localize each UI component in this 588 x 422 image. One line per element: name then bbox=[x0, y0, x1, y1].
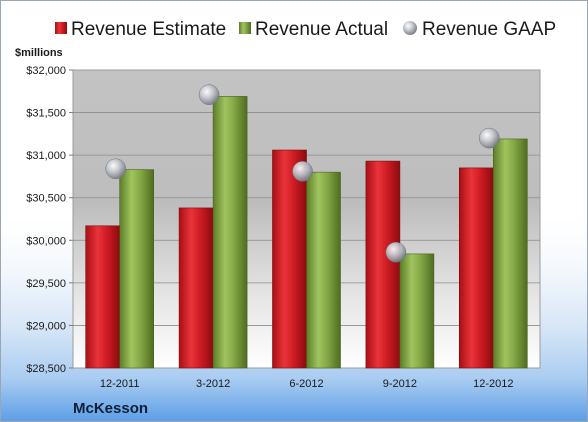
bar-revenue-actual bbox=[399, 253, 435, 369]
y-tick-label: $31,500 bbox=[26, 108, 66, 120]
legend-swatch-actual bbox=[239, 22, 251, 34]
marker-revenue-gaap bbox=[292, 161, 313, 182]
company-name: McKesson bbox=[73, 400, 148, 417]
y-tick-label: $29,000 bbox=[26, 320, 66, 332]
bar-revenue-actual bbox=[492, 138, 528, 369]
bar-revenue-estimate bbox=[365, 160, 401, 369]
marker-revenue-gaap bbox=[198, 84, 220, 105]
bar-revenue-actual bbox=[306, 171, 341, 369]
y-tick-label: $29,500 bbox=[26, 278, 66, 290]
legend-swatch-estimate bbox=[55, 22, 67, 34]
y-axis-unit: $millions bbox=[15, 47, 63, 59]
x-tick-label: 12-2012 bbox=[473, 378, 513, 390]
y-tick-label: $30,000 bbox=[26, 235, 66, 247]
bar-revenue-estimate bbox=[178, 207, 214, 369]
marker-revenue-gaap bbox=[479, 127, 500, 149]
legend: Revenue Estimate Revenue Actual Revenue … bbox=[55, 19, 556, 40]
y-tick-label: $32,000 bbox=[26, 65, 66, 77]
bar-revenue-estimate bbox=[458, 167, 494, 369]
bar-revenue-estimate bbox=[85, 225, 120, 369]
legend-marker-gaap bbox=[403, 21, 417, 35]
bar-revenue-actual bbox=[212, 96, 248, 369]
marker-revenue-gaap bbox=[385, 241, 407, 263]
x-tick-label: 6-2012 bbox=[289, 378, 323, 390]
x-tick-label: 3-2012 bbox=[196, 378, 230, 390]
bars bbox=[85, 96, 528, 369]
legend-label-estimate: Revenue Estimate bbox=[71, 19, 226, 40]
legend-label-gaap: Revenue GAAP bbox=[422, 19, 556, 40]
y-axis-ticks: $28,500 $29,000 $29,500 $30,000 $30,500 $31,0… bbox=[26, 65, 73, 375]
y-tick-label: $28,500 bbox=[26, 363, 66, 375]
marker-revenue-gaap bbox=[105, 158, 126, 180]
y-tick-label: $30,500 bbox=[26, 193, 66, 205]
gaap-markers bbox=[105, 84, 500, 263]
bar-revenue-actual bbox=[119, 169, 154, 369]
legend-label-actual: Revenue Actual bbox=[255, 19, 388, 40]
x-tick-label: 12-2011 bbox=[100, 378, 140, 390]
y-tick-label: $31,000 bbox=[26, 150, 66, 162]
bar-revenue-estimate bbox=[272, 149, 307, 369]
x-axis-ticks: 12-2011 3-2012 6-2012 9-2012 12-2012 bbox=[100, 378, 514, 390]
x-tick-label: 9-2012 bbox=[383, 378, 417, 390]
